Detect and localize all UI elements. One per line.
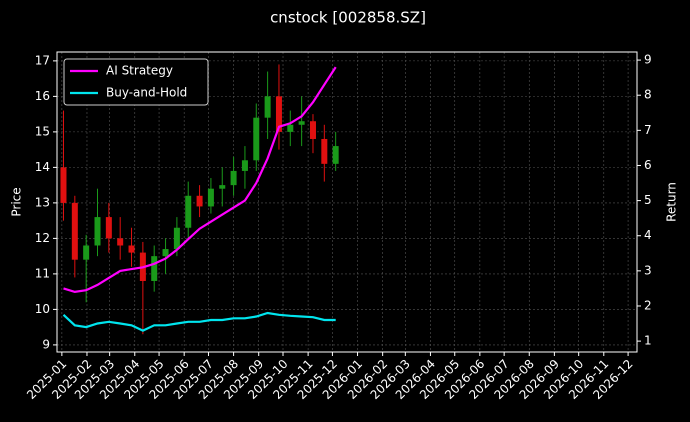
y2-tick-label: 2 [644, 298, 652, 312]
y-tick-label: 9 [42, 337, 50, 351]
candle-body [185, 195, 192, 228]
candle-body [298, 121, 305, 125]
y2-tick-label: 4 [644, 228, 652, 242]
candle-body [332, 146, 339, 164]
candle-body [219, 185, 226, 189]
candle-body [321, 138, 328, 164]
plot-frame [56, 51, 638, 353]
candle-body [128, 245, 135, 253]
y-tick-label: 11 [35, 266, 50, 280]
y2-axis-label: Return [665, 182, 679, 222]
y2-tick-label: 3 [644, 263, 652, 277]
y2-tick-label: 9 [644, 53, 652, 67]
legend-label: AI Strategy [106, 64, 173, 78]
candle-body [94, 217, 101, 246]
y2-tick-label: 6 [644, 158, 652, 172]
series-line [63, 66, 337, 294]
y-tick-label: 15 [35, 124, 50, 138]
y2-tick-label: 5 [644, 193, 652, 207]
candle-body [151, 256, 158, 281]
candle-body [105, 217, 112, 239]
candle-body [173, 227, 180, 250]
y-tick-label: 14 [35, 160, 50, 174]
y-tick-label: 12 [35, 231, 50, 245]
candle-body [287, 124, 294, 132]
candle-body [83, 245, 90, 260]
y2-tick-label: 7 [644, 123, 652, 137]
candle-body [207, 188, 214, 207]
candle-body [253, 117, 260, 161]
legend-box [63, 58, 209, 106]
series-line [62, 311, 336, 332]
candle-body [275, 96, 282, 132]
candle-body [60, 167, 67, 203]
chart-title: cnstock [002858.SZ] [270, 9, 426, 27]
y-tick-label: 16 [35, 89, 50, 103]
candle-body [309, 121, 316, 139]
legend-label: Buy-and-Hold [106, 86, 187, 100]
y-tick-label: 10 [35, 302, 50, 316]
candle-body [196, 195, 203, 207]
candle-body [264, 96, 271, 118]
y2-tick-label: 1 [644, 334, 652, 348]
candle-body [117, 238, 124, 246]
candle-body [241, 160, 248, 171]
candle-body [230, 170, 237, 186]
y-tick-label: 17 [35, 53, 50, 67]
candle-body [71, 202, 78, 260]
y2-tick-label: 8 [644, 88, 652, 102]
y-axis-label: Price [10, 187, 24, 216]
candle-body [162, 249, 169, 257]
y-tick-label: 13 [35, 195, 50, 209]
